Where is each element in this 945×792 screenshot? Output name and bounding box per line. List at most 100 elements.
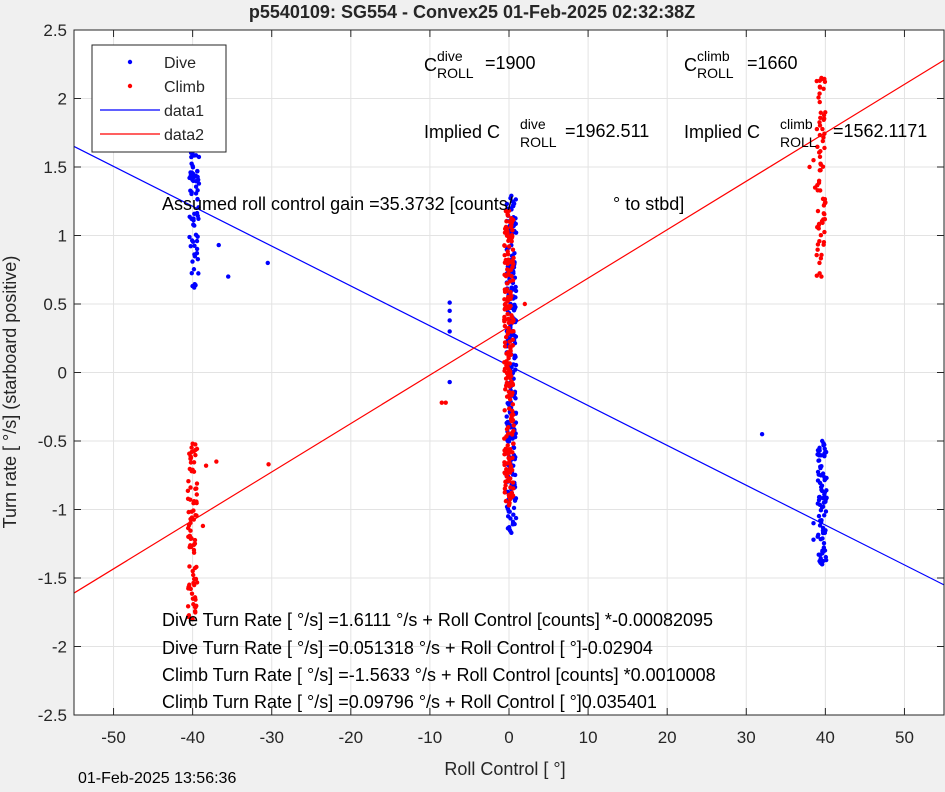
point-climb	[821, 86, 826, 92]
point-dive	[823, 499, 828, 504]
point-climb	[188, 516, 193, 522]
point-climb	[505, 431, 511, 436]
svg-text:ROLL: ROLL	[697, 65, 734, 81]
point-climb	[822, 197, 828, 202]
point-dive	[189, 270, 194, 276]
point-climb	[187, 564, 192, 569]
point-climb	[185, 488, 191, 494]
point-dive	[820, 549, 825, 554]
legend: Dive Climb data1 data2	[91, 44, 227, 153]
y-tick-label: 2.5	[43, 21, 67, 40]
point-climb	[509, 430, 515, 435]
point-climb	[511, 328, 516, 334]
point-climb	[188, 528, 193, 533]
point-climb	[186, 614, 191, 619]
point-climb	[502, 360, 507, 365]
point-climb	[505, 251, 511, 257]
svg-text:ROLL: ROLL	[780, 134, 817, 150]
svg-text:dive: dive	[520, 116, 546, 132]
annotation-implied-climb: Implied C climb ROLL =1562.1171	[684, 116, 927, 150]
point-climb	[502, 323, 508, 329]
point-dive	[823, 554, 829, 560]
point-climb	[811, 157, 816, 163]
point-dive	[195, 256, 201, 262]
point-climb	[822, 131, 827, 136]
point-climb	[817, 132, 823, 138]
point-climb	[818, 256, 824, 261]
point-climb	[191, 501, 196, 506]
point-dive	[193, 232, 199, 238]
point-dive	[226, 274, 231, 279]
point-dive	[504, 414, 509, 419]
point-dive	[817, 445, 822, 451]
point-climb	[510, 228, 515, 233]
point-climb	[185, 604, 191, 609]
point-dive	[190, 165, 196, 170]
point-climb	[502, 252, 507, 258]
point-climb	[191, 547, 197, 553]
point-dive	[818, 556, 823, 561]
point-dive	[194, 246, 200, 252]
point-climb	[191, 449, 197, 454]
point-dive	[193, 184, 199, 189]
point-dive	[816, 451, 821, 456]
x-tick-label: -50	[101, 728, 126, 747]
point-dive	[820, 495, 826, 501]
point-climb	[506, 406, 512, 411]
point-climb	[510, 258, 515, 263]
point-climb	[509, 239, 514, 244]
point-climb	[818, 149, 823, 154]
point-dive	[811, 521, 816, 526]
point-climb	[507, 375, 512, 380]
point-climb	[507, 279, 513, 284]
point-dive	[195, 188, 200, 193]
point-climb	[503, 498, 509, 504]
point-climb	[507, 497, 513, 502]
point-dive	[512, 521, 517, 527]
point-dive	[510, 436, 515, 441]
svg-text:=1900: =1900	[485, 53, 536, 73]
point-climb	[502, 344, 508, 349]
equation-2: Dive Turn Rate [ °/s] =0.051318 °/s + Ro…	[162, 638, 653, 658]
equation-1: Dive Turn Rate [ °/s] =1.6111 °/s + Roll…	[162, 610, 713, 630]
point-dive	[505, 400, 510, 406]
annotation-c-dive: C dive ROLL =1900	[424, 48, 536, 81]
point-climb	[507, 384, 512, 389]
point-climb	[194, 513, 199, 518]
svg-text:dive: dive	[437, 48, 463, 64]
point-dive	[819, 517, 824, 523]
point-dive	[820, 504, 826, 509]
point-dive	[822, 492, 827, 497]
point-climb	[503, 306, 508, 311]
point-dive	[447, 379, 452, 385]
point-dive	[192, 285, 197, 290]
point-dive	[196, 271, 201, 276]
point-dive	[815, 478, 821, 483]
point-climb	[504, 289, 509, 294]
point-climb	[511, 486, 516, 491]
y-tick-label: 0.5	[43, 295, 67, 314]
x-tick-label: 30	[737, 728, 756, 747]
point-climb	[193, 486, 198, 492]
point-climb	[815, 208, 821, 214]
point-climb	[823, 200, 828, 205]
point-climb	[506, 492, 512, 498]
point-dive	[265, 260, 270, 266]
point-climb	[820, 164, 826, 169]
point-climb	[502, 297, 507, 302]
point-climb	[439, 400, 444, 405]
point-climb	[506, 208, 512, 214]
point-climb	[819, 252, 824, 258]
y-tick-label: 1	[58, 227, 67, 246]
point-dive	[816, 472, 821, 477]
point-climb	[822, 145, 827, 151]
point-climb	[815, 242, 821, 247]
point-dive	[512, 287, 517, 292]
point-dive	[511, 308, 517, 313]
point-climb	[815, 224, 820, 230]
point-dive	[820, 525, 826, 531]
point-dive	[817, 502, 823, 508]
point-dive	[513, 295, 518, 300]
point-climb	[190, 441, 195, 446]
